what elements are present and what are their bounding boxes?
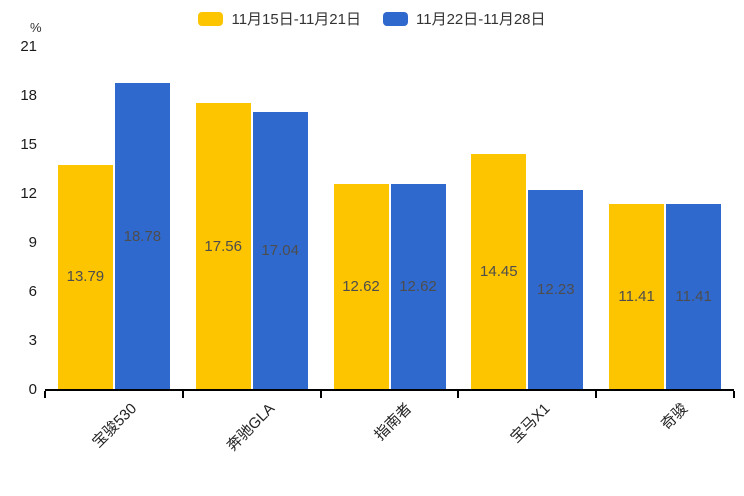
bar-value-label: 14.45 <box>480 262 518 280</box>
bar-value-label: 11.41 <box>618 287 655 305</box>
bar-value-label: 13.79 <box>66 268 105 286</box>
legend-item-series1[interactable]: 11月15日-11月21日 <box>198 8 361 29</box>
bar-series2[interactable] <box>114 83 170 390</box>
bar-series2[interactable] <box>666 203 722 390</box>
legend-swatch-blue-icon <box>383 11 408 26</box>
bar-series2[interactable] <box>390 183 446 390</box>
y-axis-unit-label: % <box>30 20 42 35</box>
legend-item-series2[interactable]: 11月22日-11月28日 <box>383 8 546 29</box>
y-tick-label: 0 <box>28 381 37 398</box>
bar-series1[interactable] <box>609 203 665 390</box>
x-axis-tick <box>181 391 184 398</box>
x-axis-tick <box>457 391 460 398</box>
x-axis-label-text: 指南者 <box>371 400 416 444</box>
bar-value-label: 17.56 <box>204 237 242 255</box>
x-axis-tick <box>595 391 598 398</box>
bar-value-label: 17.04 <box>261 241 299 259</box>
bar-series1[interactable] <box>195 103 251 390</box>
y-tick-label: 6 <box>28 283 37 300</box>
x-axis-tick <box>44 391 46 398</box>
bar-value-label: 12.23 <box>537 281 575 299</box>
y-tick-label: 15 <box>20 136 37 153</box>
bar-series1[interactable] <box>333 183 389 390</box>
y-tick-label: 18 <box>20 87 37 104</box>
bar-value-label: 18.78 <box>123 227 162 245</box>
x-axis-line <box>45 389 734 391</box>
y-tick-label: 12 <box>20 185 37 202</box>
x-axis-tick <box>733 391 735 398</box>
bar-value-label: 12.62 <box>399 277 437 295</box>
x-axis-tick <box>319 391 322 398</box>
y-tick-label: 9 <box>28 234 37 251</box>
bar-series2[interactable] <box>252 111 308 390</box>
x-axis-label-text: 奇骏 <box>657 400 692 434</box>
y-tick-label: 21 <box>20 38 37 55</box>
x-axis-label-text: 奔驰GLA <box>223 400 278 455</box>
bar-series1[interactable] <box>57 164 113 390</box>
legend-label-series1: 11月15日-11月21日 <box>231 11 361 28</box>
y-tick-label: 3 <box>28 332 37 349</box>
bar-series1[interactable] <box>471 153 527 390</box>
legend-swatch-yellow-icon <box>198 11 224 26</box>
x-axis-label-text: 宝骏530 <box>89 400 141 452</box>
legend-label-series2: 11月22日-11月28日 <box>416 11 546 28</box>
bar-value-label: 11.41 <box>675 287 712 305</box>
bar-series2[interactable] <box>528 190 584 390</box>
legend: 11月15日-11月21日 11月22日-11月28日 <box>0 8 744 29</box>
bar-value-label: 12.62 <box>342 277 380 295</box>
x-axis-label-text: 宝马X1 <box>507 400 554 447</box>
